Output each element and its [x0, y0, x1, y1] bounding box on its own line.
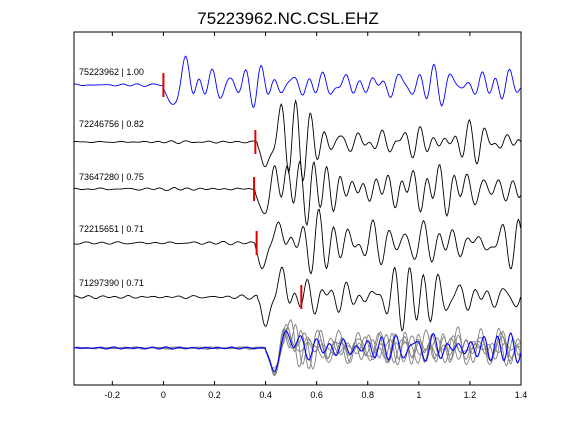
trace-line — [73, 266, 521, 332]
trace-75223962: 75223962 | 1.00 — [73, 55, 521, 108]
x-tick-label: 0 — [161, 390, 166, 400]
trace-72246756: 72246756 | 0.82 — [73, 98, 521, 183]
trace-72215651: 72215651 | 0.71 — [73, 208, 521, 275]
stacked-overlay — [73, 318, 522, 377]
trace-label: 73647280 | 0.75 — [79, 172, 144, 182]
trace-73647280: 73647280 | 0.75 — [73, 160, 521, 227]
plot-area: 75223962 | 1.00 72246756 | 0.82 73647280 |… — [73, 55, 522, 377]
trace-line — [73, 98, 521, 183]
trace-label: 71297390 | 0.71 — [79, 278, 144, 288]
x-tick-label: 0.6 — [310, 390, 323, 400]
trace-71297390: 71297390 | 0.71 — [73, 266, 521, 332]
trace-line — [73, 55, 521, 108]
x-tick-label: 1 — [416, 390, 421, 400]
x-tick-label: 0.2 — [208, 390, 221, 400]
x-tick-label: -0.2 — [105, 390, 121, 400]
x-axis: -0.2 0 0.2 0.4 0.6 0.8 1 1.2 1.4 — [105, 32, 528, 400]
trace-line — [73, 160, 521, 227]
trace-line — [73, 208, 521, 275]
x-tick-label: 1.2 — [464, 390, 477, 400]
x-tick-label: 1.4 — [515, 390, 528, 400]
x-tick-label: 0.8 — [361, 390, 374, 400]
x-tick-label: 0.4 — [259, 390, 272, 400]
plot-frame — [73, 31, 522, 386]
chart-title: 75223962.NC.CSL.EHZ — [197, 9, 378, 28]
trace-label: 75223962 | 1.00 — [79, 67, 144, 77]
stacked-trace-reference — [73, 330, 522, 372]
trace-label: 72215651 | 0.71 — [79, 224, 144, 234]
trace-label: 72246756 | 0.82 — [79, 119, 144, 129]
